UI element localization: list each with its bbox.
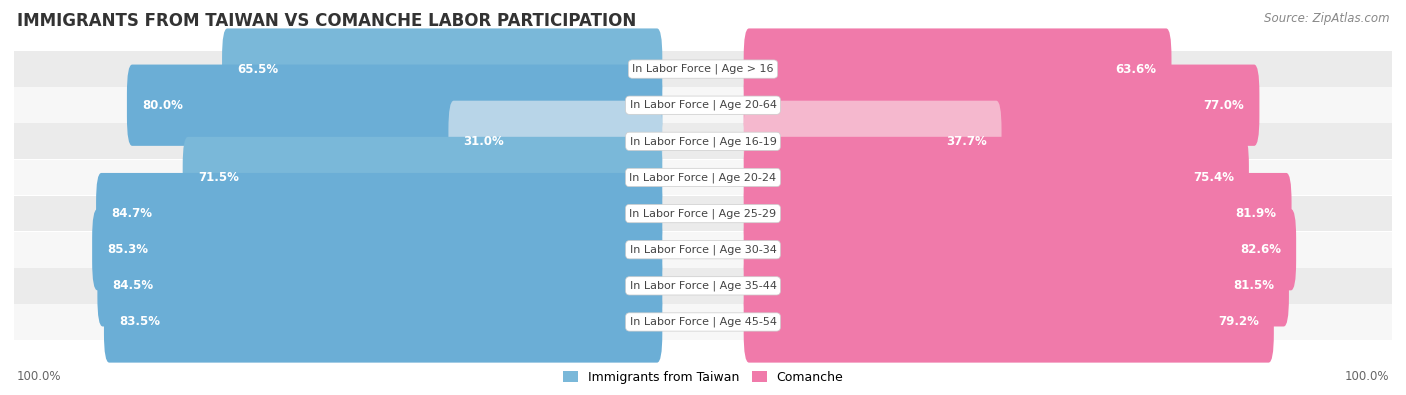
Text: In Labor Force | Age 16-19: In Labor Force | Age 16-19	[630, 136, 776, 147]
FancyBboxPatch shape	[744, 245, 1289, 327]
FancyBboxPatch shape	[744, 137, 1249, 218]
FancyBboxPatch shape	[96, 173, 662, 254]
Text: 75.4%: 75.4%	[1192, 171, 1234, 184]
Text: 100.0%: 100.0%	[17, 370, 62, 383]
FancyBboxPatch shape	[104, 281, 662, 363]
FancyBboxPatch shape	[744, 101, 1001, 182]
Text: 100.0%: 100.0%	[1344, 370, 1389, 383]
Text: 37.7%: 37.7%	[946, 135, 987, 148]
Text: 81.9%: 81.9%	[1236, 207, 1277, 220]
Text: In Labor Force | Age 30-34: In Labor Force | Age 30-34	[630, 245, 776, 255]
Text: In Labor Force | Age 20-24: In Labor Force | Age 20-24	[630, 172, 776, 183]
FancyBboxPatch shape	[93, 209, 662, 290]
Text: 83.5%: 83.5%	[120, 316, 160, 329]
FancyBboxPatch shape	[744, 281, 1274, 363]
Text: In Labor Force | Age 25-29: In Labor Force | Age 25-29	[630, 208, 776, 219]
Text: 82.6%: 82.6%	[1240, 243, 1281, 256]
FancyBboxPatch shape	[14, 87, 1392, 123]
Text: IMMIGRANTS FROM TAIWAN VS COMANCHE LABOR PARTICIPATION: IMMIGRANTS FROM TAIWAN VS COMANCHE LABOR…	[17, 12, 636, 30]
FancyBboxPatch shape	[14, 268, 1392, 304]
Legend: Immigrants from Taiwan, Comanche: Immigrants from Taiwan, Comanche	[558, 366, 848, 389]
FancyBboxPatch shape	[744, 173, 1292, 254]
FancyBboxPatch shape	[14, 232, 1392, 267]
FancyBboxPatch shape	[744, 64, 1260, 146]
Text: 31.0%: 31.0%	[464, 135, 505, 148]
Text: 84.5%: 84.5%	[112, 279, 153, 292]
Text: In Labor Force | Age 20-64: In Labor Force | Age 20-64	[630, 100, 776, 111]
FancyBboxPatch shape	[744, 28, 1171, 110]
FancyBboxPatch shape	[14, 51, 1392, 87]
Text: In Labor Force | Age > 16: In Labor Force | Age > 16	[633, 64, 773, 74]
Text: 65.5%: 65.5%	[238, 62, 278, 75]
Text: In Labor Force | Age 45-54: In Labor Force | Age 45-54	[630, 317, 776, 327]
Text: 63.6%: 63.6%	[1115, 62, 1156, 75]
FancyBboxPatch shape	[14, 124, 1392, 159]
Text: 85.3%: 85.3%	[107, 243, 148, 256]
FancyBboxPatch shape	[222, 28, 662, 110]
FancyBboxPatch shape	[449, 101, 662, 182]
FancyBboxPatch shape	[14, 196, 1392, 231]
FancyBboxPatch shape	[14, 160, 1392, 196]
FancyBboxPatch shape	[14, 304, 1392, 340]
Text: 84.7%: 84.7%	[111, 207, 152, 220]
Text: 81.5%: 81.5%	[1233, 279, 1274, 292]
Text: In Labor Force | Age 35-44: In Labor Force | Age 35-44	[630, 280, 776, 291]
FancyBboxPatch shape	[183, 137, 662, 218]
Text: 71.5%: 71.5%	[198, 171, 239, 184]
Text: 79.2%: 79.2%	[1218, 316, 1258, 329]
FancyBboxPatch shape	[97, 245, 662, 327]
Text: 80.0%: 80.0%	[142, 99, 183, 112]
FancyBboxPatch shape	[127, 64, 662, 146]
Text: 77.0%: 77.0%	[1204, 99, 1244, 112]
Text: Source: ZipAtlas.com: Source: ZipAtlas.com	[1264, 12, 1389, 25]
FancyBboxPatch shape	[744, 209, 1296, 290]
